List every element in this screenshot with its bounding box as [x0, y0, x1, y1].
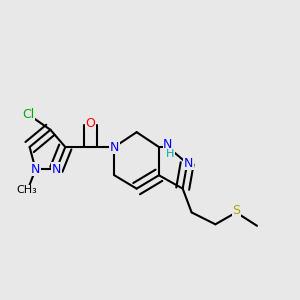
Text: N: N — [52, 163, 61, 176]
Text: N: N — [163, 138, 172, 151]
Text: N: N — [110, 140, 119, 154]
Text: N: N — [184, 157, 193, 170]
Text: N: N — [31, 163, 40, 176]
Text: O: O — [85, 117, 95, 130]
Text: Cl: Cl — [22, 108, 34, 122]
Text: CH₃: CH₃ — [16, 185, 37, 195]
Text: H: H — [166, 149, 174, 160]
Text: S: S — [232, 204, 240, 218]
